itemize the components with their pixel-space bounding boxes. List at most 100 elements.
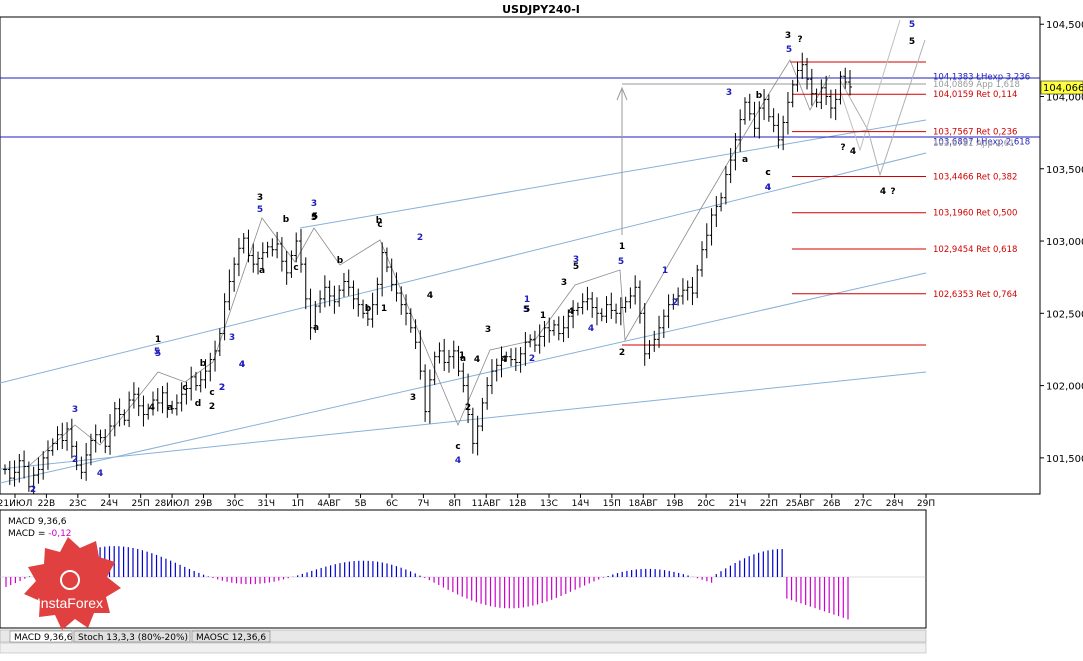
ohlc-bar xyxy=(322,275,327,308)
logo-text: InstaForex xyxy=(37,595,103,611)
instaforex-logo: InstaForex xyxy=(24,537,121,630)
ohlc-bar xyxy=(762,89,767,121)
ohlc-bar xyxy=(599,308,604,322)
indicator-value-label: MACD = -0,12 xyxy=(8,529,72,539)
ohlc-bar xyxy=(766,94,771,122)
ohlc-bar xyxy=(208,352,213,382)
ohlc-bar xyxy=(728,148,733,184)
svg-text:Stoch 13,3,3 (80%-20%): Stoch 13,3,3 (80%-20%) xyxy=(78,633,188,643)
tab-maosc[interactable]: MAOSC 12,36,6 xyxy=(191,630,271,643)
ohlc-bar xyxy=(542,320,547,347)
ohlc-bar xyxy=(308,288,313,340)
wave-label: 5 xyxy=(155,349,161,359)
wave-label: 5 xyxy=(312,212,318,222)
ytick-label: 103,500 xyxy=(1046,165,1083,176)
level-label: 104,0869 Арр 1,618 xyxy=(933,80,1020,90)
logo-emblem-icon xyxy=(60,570,80,590)
wave-label: 3 xyxy=(573,255,579,265)
wave-label: a xyxy=(167,403,173,413)
level-label: 103,1960 Ret 0,500 xyxy=(933,209,1017,219)
ohlc-bar xyxy=(843,67,848,89)
ohlc-bar xyxy=(513,347,518,371)
ohlc-bar xyxy=(700,241,705,277)
wave-label: 5 xyxy=(523,305,529,315)
ohlc-bar xyxy=(537,324,542,354)
ohlc-bar xyxy=(676,287,681,306)
channel-line-upper xyxy=(0,152,927,384)
ohlc-bar xyxy=(303,257,308,310)
ohlc-bar xyxy=(318,290,323,313)
ohlc-bar xyxy=(642,303,647,366)
xtick-label: 5В xyxy=(355,499,367,509)
ohlc-bar xyxy=(470,407,475,454)
ohlc-bar xyxy=(98,429,103,443)
ohlc-bar xyxy=(232,257,237,292)
wave-label: 1 xyxy=(662,266,668,276)
xtick-label: 7Ч xyxy=(417,499,429,509)
wave-zigzag xyxy=(29,59,831,466)
wave-label: 3 xyxy=(410,393,416,403)
ohlc-bar xyxy=(31,466,36,494)
wave-label: c xyxy=(455,442,460,452)
ohlc-bar xyxy=(179,382,184,412)
ohlc-bar xyxy=(809,68,814,106)
wave-label: 5 xyxy=(909,20,915,30)
xtick-label: 22В xyxy=(38,499,56,509)
xtick-label: 4АВГ xyxy=(317,499,341,509)
level-label: 103,6781 Арр 2,61 xyxy=(933,139,1015,149)
ohlc-bar xyxy=(289,250,294,278)
ytick-label: 104,500 xyxy=(1046,20,1083,31)
ohlc-bar xyxy=(485,377,490,410)
horizontal-scrollbar[interactable] xyxy=(0,642,927,654)
wave-label: 4 xyxy=(880,187,886,197)
wave-label: 4 xyxy=(239,360,245,370)
ohlc-bar xyxy=(566,309,571,339)
ohlc-bar xyxy=(327,280,332,307)
ohlc-bar xyxy=(408,308,413,333)
ohlc-bar xyxy=(241,233,246,254)
xtick-label: 23С xyxy=(69,499,87,509)
ohlc-bar xyxy=(222,293,227,341)
wave-label: 3 xyxy=(785,31,791,41)
wave-label: b xyxy=(376,216,383,226)
tab-macd[interactable]: MACD 9,36,6 xyxy=(9,630,73,643)
ohlc-bar xyxy=(790,79,795,108)
ohlc-bar xyxy=(108,414,113,455)
ohlc-bar xyxy=(580,293,585,315)
xtick-label: 29В xyxy=(195,499,213,509)
ohlc-bar xyxy=(814,88,819,108)
ohlc-bar xyxy=(3,464,7,475)
wave-label: 1 xyxy=(459,351,465,361)
wave-label: 5 xyxy=(257,205,263,215)
ohlc-bar xyxy=(389,258,394,292)
wave-label: 2 xyxy=(529,354,535,364)
ohlc-bar xyxy=(752,101,757,137)
ohlc-bar xyxy=(657,315,662,348)
wave-label: 1 xyxy=(619,242,625,252)
wave-label: 3 xyxy=(229,333,235,343)
ohlc-bar xyxy=(499,346,504,378)
ohlc-bar xyxy=(494,358,499,382)
ohlc-bar xyxy=(418,330,423,380)
price-panel xyxy=(0,16,1041,495)
xtick-label: 13С xyxy=(540,499,558,509)
ohlc-bar xyxy=(165,382,170,418)
ohlc-bar xyxy=(637,280,642,324)
ohlc-bar xyxy=(518,346,523,373)
ohlc-bar xyxy=(838,71,843,105)
ohlc-bar xyxy=(313,301,318,333)
ohlc-bar xyxy=(251,243,256,273)
tab-stoch[interactable]: Stoch 13,3,3 (80%-20%) xyxy=(73,630,191,643)
wave-label: 3 xyxy=(257,193,263,203)
wave-label: 5 xyxy=(573,262,579,272)
ohlc-bar xyxy=(427,369,432,424)
xtick-label: 24Ч xyxy=(100,499,118,509)
wave-label: b xyxy=(337,256,344,266)
wave-label: 2 xyxy=(417,233,423,243)
ohlc-bar xyxy=(236,238,241,277)
xtick-label: 27С xyxy=(854,499,872,509)
ohlc-bar xyxy=(356,288,361,317)
ohlc-bar xyxy=(50,438,55,456)
wave-label: ? xyxy=(840,143,845,153)
